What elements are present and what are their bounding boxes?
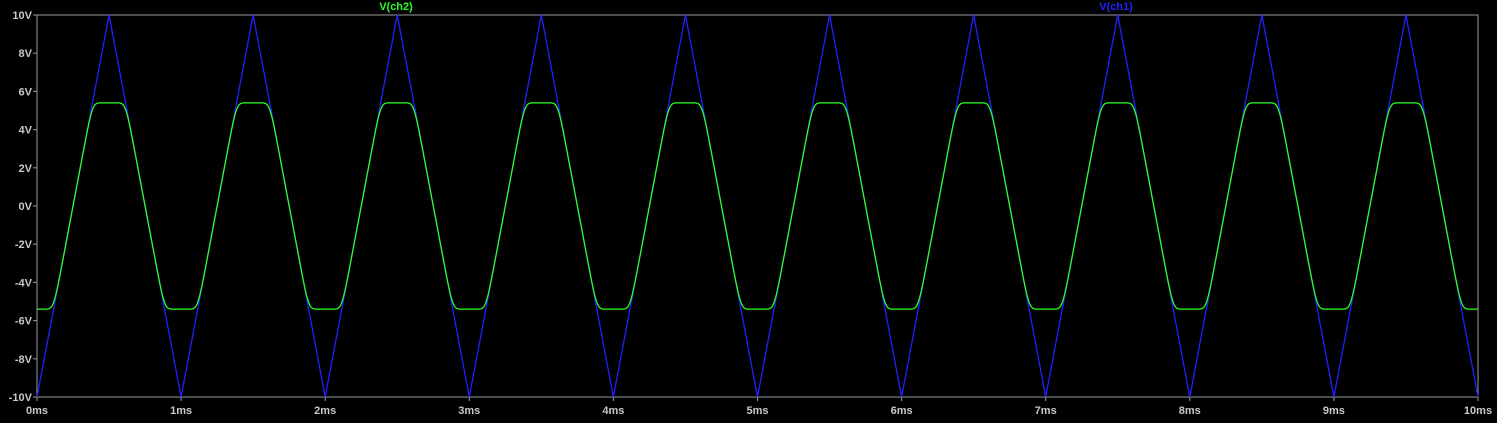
y-axis: 10V 8V 6V 4V 2V 0V -2V -4V -6V -8V -10V — [9, 10, 37, 404]
y-tick-label: -4V — [15, 277, 33, 289]
y-tick-label: -8V — [15, 354, 33, 366]
x-tick-label: 0ms — [26, 405, 48, 417]
y-tick-label: -10V — [9, 392, 33, 404]
x-tick-label: 8ms — [1179, 405, 1201, 417]
x-axis: 0ms 1ms 2ms 3ms 4ms 5ms 6ms 7ms 8ms 9ms 10ms — [26, 397, 1492, 417]
y-tick-label: 2V — [19, 163, 33, 175]
y-tick-label: 0V — [19, 201, 33, 213]
y-tick-label: -2V — [15, 239, 33, 251]
y-tick-label: 8V — [19, 48, 33, 60]
x-tick-label: 10ms — [1464, 405, 1492, 417]
legend-entry-ch2[interactable]: V(ch2) — [379, 1, 413, 13]
x-tick-label: 7ms — [1035, 405, 1057, 417]
x-tick-label: 1ms — [170, 405, 192, 417]
series-ch2-line — [37, 102, 1478, 310]
x-tick-label: 4ms — [602, 405, 624, 417]
y-tick-label: 6V — [19, 86, 33, 98]
y-tick-label: -6V — [15, 316, 33, 328]
x-tick-label: 5ms — [746, 405, 768, 417]
x-tick-label: 3ms — [458, 405, 480, 417]
x-tick-label: 9ms — [1323, 405, 1345, 417]
y-tick-label: 4V — [19, 125, 33, 137]
x-tick-label: 6ms — [891, 405, 913, 417]
legend-entry-ch1[interactable]: V(ch1) — [1099, 1, 1133, 13]
traces — [36, 14, 1479, 398]
series-ch1-line — [36, 14, 1479, 398]
x-tick-label: 2ms — [314, 405, 336, 417]
y-tick-label: 10V — [12, 10, 32, 22]
plot-frame — [36, 14, 1479, 398]
